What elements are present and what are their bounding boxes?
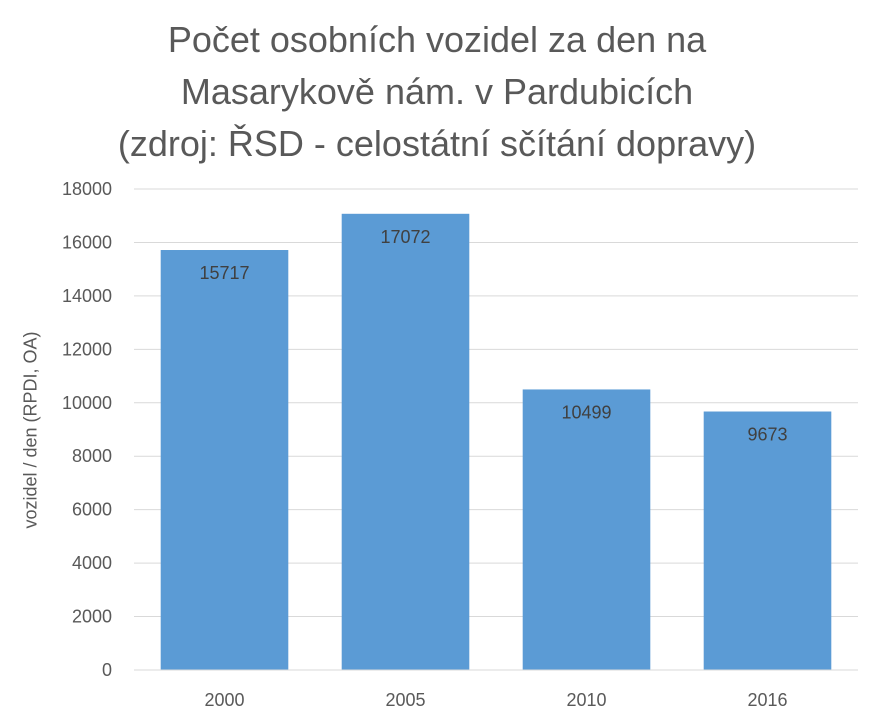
chart-title-line-2: Masarykově nám. v Pardubicích [180,71,694,112]
data-label: 9673 [747,425,787,445]
y-tick-label: 0 [102,660,112,680]
y-tick-label: 14000 [62,286,112,306]
x-tick-label: 2010 [566,690,606,710]
y-tick-label: 8000 [72,446,112,466]
bar [703,411,832,670]
x-tick-label: 2016 [747,690,787,710]
chart-title-line-1: Počet osobních vozidel za den na [167,19,707,60]
y-tick-label: 6000 [72,500,112,520]
x-tick-label: 2000 [204,690,244,710]
bar [160,250,289,670]
x-tick-label: 2005 [385,690,425,710]
bar [522,389,651,670]
chart-title: Počet osobních vozidel za den na Masaryk… [0,14,874,170]
y-tick-label: 10000 [62,393,112,413]
y-tick-label: 4000 [72,553,112,573]
y-tick-label: 16000 [62,232,112,252]
data-label: 17072 [380,227,430,247]
y-tick-label: 2000 [72,607,112,627]
data-labels: 15717 17072 10499 9673 [199,227,787,445]
bar [341,213,470,670]
y-tick-label: 18000 [62,179,112,199]
y-tick-label: 12000 [62,339,112,359]
data-label: 10499 [561,402,611,422]
chart-title-line-3: (zdroj: ŘSD - celostátní sčítání dopravy… [117,123,757,164]
bars [160,213,832,670]
data-label: 15717 [199,263,249,283]
axes: 0 2000 4000 6000 8000 10000 12000 14000 16000 180… [62,179,858,710]
